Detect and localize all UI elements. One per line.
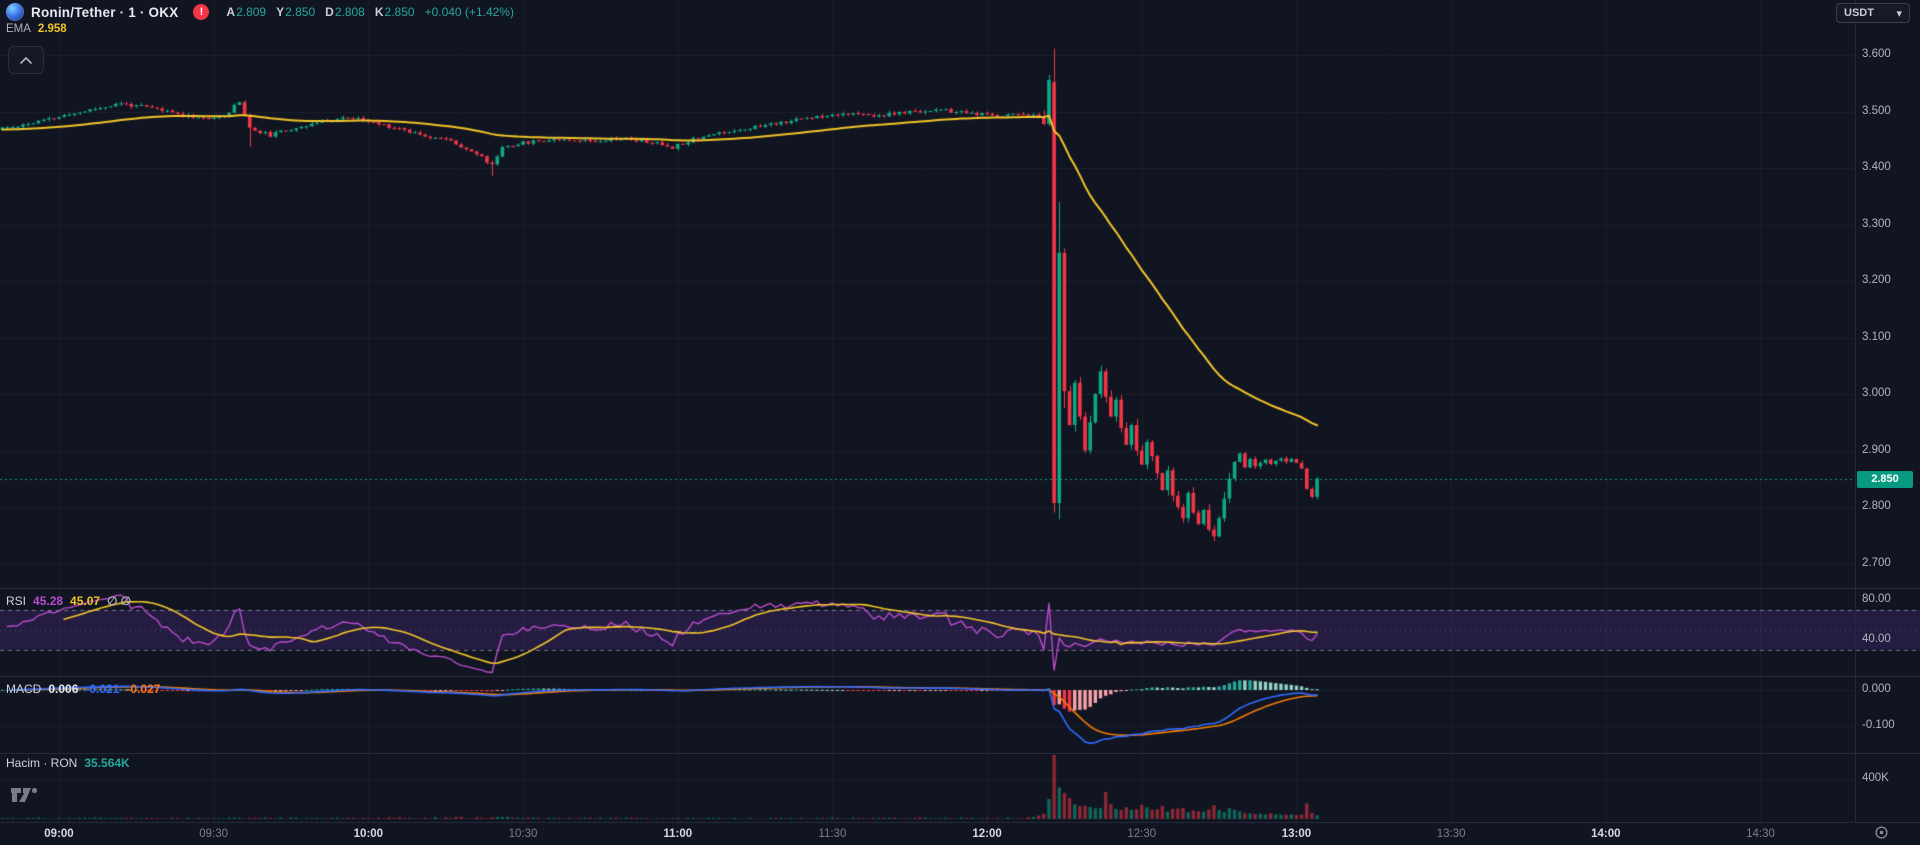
open-label: A	[226, 5, 236, 19]
macd-signal-value: -0.027	[126, 682, 161, 696]
symbol-legend[interactable]: Ronin/Tether · 1 · OKX ! A 2.809 Y 2.850 D…	[6, 3, 514, 21]
price-axis-label: 3.100	[1862, 330, 1891, 343]
volume-pane-canvas[interactable]	[0, 753, 1855, 822]
time-axis-label: 13:30	[1436, 828, 1466, 840]
time-axis[interactable]	[0, 822, 1920, 844]
high-label: Y	[276, 5, 285, 19]
time-axis-label: 10:00	[353, 828, 384, 840]
macd-axis-label: -0.100	[1862, 719, 1895, 731]
rsi-pane-canvas[interactable]	[0, 588, 1920, 676]
rsi-ma-value: 45.07	[70, 594, 101, 608]
price-axis-label: 2.900	[1862, 443, 1891, 456]
macd-line-value: -0.021	[85, 682, 120, 696]
close-label: K	[374, 5, 384, 19]
macd-label: MACD	[6, 682, 42, 696]
pane-separator[interactable]	[0, 676, 1920, 677]
time-axis-label: 09:00	[44, 828, 74, 840]
rsi-legend[interactable]: RSI 45.28 45.07 ∅ ∅	[6, 594, 131, 608]
time-axis-label: 10:30	[508, 828, 538, 840]
time-axis-label: 13:00	[1281, 828, 1312, 840]
rsi-value: 45.28	[33, 594, 64, 608]
macd-axis-label: 0.000	[1862, 683, 1891, 695]
time-axis-separator	[0, 822, 1920, 823]
price-axis-label: 3.200	[1862, 274, 1891, 286]
price-axis-label: 2.800	[1862, 500, 1891, 512]
macd-legend[interactable]: MACD 0.006 -0.021 -0.027	[6, 682, 160, 696]
high-value: 2.850	[285, 5, 316, 19]
time-axis-label: 09:30	[199, 828, 229, 840]
volume-axis-label: 400K	[1862, 772, 1889, 784]
tradingview-logo-icon	[11, 787, 38, 802]
pane-collapse-button[interactable]	[8, 46, 44, 74]
chevron-up-icon	[20, 56, 32, 64]
price-axis-label: 3.300	[1862, 217, 1891, 230]
close-value: 2.850	[384, 5, 415, 19]
ema-value: 2.958	[37, 23, 67, 35]
symbol-logo-icon	[6, 3, 24, 21]
main-chart-canvas[interactable]	[0, 0, 1855, 588]
currency-selector[interactable]: USDT ▾	[1836, 3, 1910, 23]
price-axis[interactable]	[1855, 0, 1920, 822]
change-value: +0.040 (+1.42%)	[424, 5, 514, 19]
rsi-label: RSI	[6, 594, 27, 608]
chevron-down-icon: ▾	[1896, 7, 1902, 20]
alert-glyph: !	[199, 6, 204, 18]
time-axis-label: 14:00	[1591, 828, 1621, 840]
low-value: 2.808	[334, 5, 365, 19]
ema-label: EMA	[6, 23, 31, 35]
price-axis-label: 2.700	[1862, 556, 1891, 569]
low-label: D	[325, 5, 334, 19]
macd-pane-canvas[interactable]	[0, 676, 1855, 753]
price-axis-label: 3.500	[1862, 104, 1891, 117]
time-axis-label: 11:30	[818, 828, 847, 840]
alert-icon[interactable]: !	[193, 4, 210, 20]
price-axis-label: 3.400	[1862, 161, 1891, 173]
open-value: 2.809	[236, 5, 267, 19]
rsi-axis-label: 80.00	[1862, 593, 1891, 605]
price-axis-label: 3.000	[1862, 387, 1891, 399]
volume-value: 35.564K	[84, 756, 130, 770]
ema-legend[interactable]: EMA 2.958	[6, 23, 67, 35]
price-axis-label: 3.600	[1862, 48, 1891, 60]
currency-label: USDT	[1844, 7, 1874, 19]
volume-legend[interactable]: Hacim · RON 35.564K	[6, 756, 130, 770]
rsi-hidden-plots: ∅ ∅	[107, 594, 131, 608]
time-axis-label: 11:00	[663, 828, 693, 840]
volume-label: Hacim · RON	[6, 756, 78, 770]
time-axis-label: 12:00	[972, 828, 1002, 840]
time-axis-label: 12:30	[1127, 828, 1157, 840]
pane-separator[interactable]	[0, 588, 1920, 589]
last-price-badge: 2.850	[1857, 470, 1913, 488]
ohlc-values: A 2.809 Y 2.850 D 2.808 K 2.850 +0.040 (+1.4…	[226, 5, 514, 19]
time-axis-label: 14:30	[1746, 828, 1775, 840]
tradingview-logo[interactable]	[10, 786, 40, 809]
price-axis-separator	[1855, 0, 1856, 822]
axis-settings-icon[interactable]	[1874, 825, 1889, 845]
pane-separator[interactable]	[0, 753, 1920, 754]
symbol-title[interactable]: Ronin/Tether · 1 · OKX	[31, 4, 179, 20]
macd-hist-value: 0.006	[48, 682, 79, 696]
rsi-axis-label: 40.00	[1862, 633, 1891, 645]
